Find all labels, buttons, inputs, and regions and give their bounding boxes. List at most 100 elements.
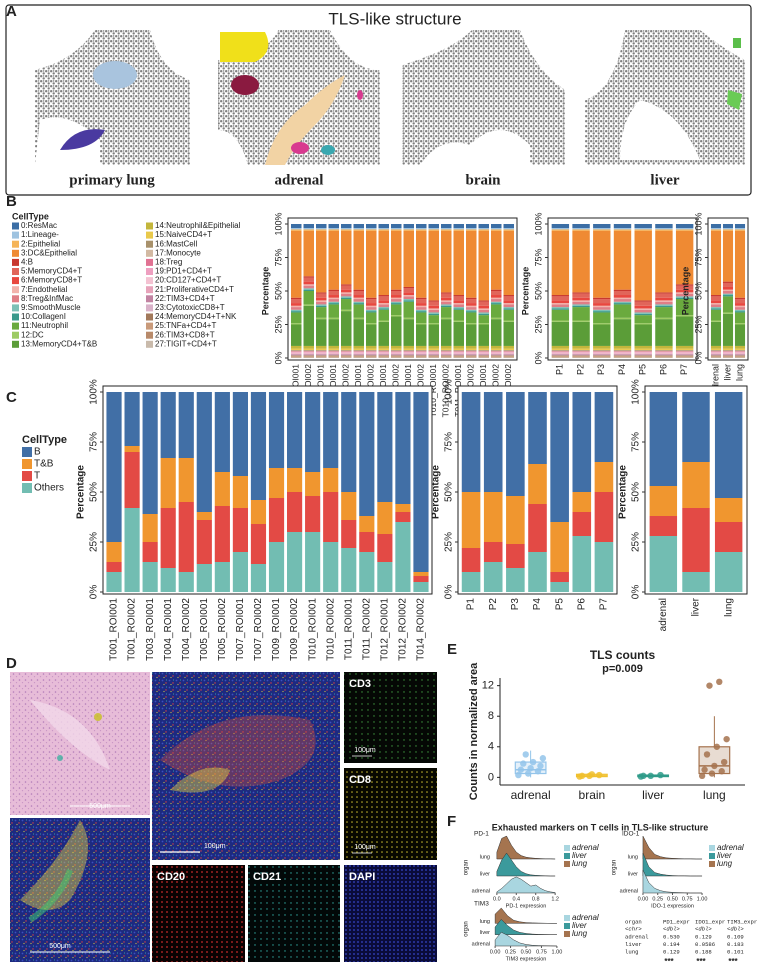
y-tick-label: 25% bbox=[89, 532, 100, 552]
bar-segment bbox=[503, 356, 514, 358]
x-tick-label: T001_ROI001 bbox=[109, 598, 120, 661]
x-tick-label: lung bbox=[723, 598, 734, 617]
table-stars: *** bbox=[696, 957, 706, 966]
x-axis-label: TIM3 expression bbox=[506, 956, 547, 962]
bar-segment bbox=[391, 355, 402, 356]
bar-segment bbox=[491, 353, 502, 354]
bar-segment bbox=[572, 320, 590, 322]
y-tick-label: 100% bbox=[631, 379, 642, 405]
bar-segment bbox=[613, 224, 632, 229]
bar-segment bbox=[378, 321, 389, 346]
y-tick-label: 75% bbox=[273, 248, 283, 266]
bar-segment bbox=[366, 311, 377, 313]
bar-segment bbox=[428, 357, 439, 358]
bar-segment bbox=[734, 357, 746, 358]
bar-segment bbox=[613, 351, 632, 352]
bar-segment bbox=[291, 354, 302, 356]
bar-segment bbox=[572, 351, 590, 353]
bar-segment bbox=[303, 353, 314, 355]
bar-segment bbox=[303, 277, 314, 282]
y-tick-label: 25% bbox=[273, 315, 283, 333]
bar-segment bbox=[291, 307, 302, 310]
bar-segment bbox=[710, 351, 722, 353]
density bbox=[642, 852, 703, 877]
bar-segment bbox=[413, 392, 429, 572]
legend-swatch bbox=[709, 861, 715, 867]
bar-segment bbox=[328, 353, 339, 355]
bar-segment bbox=[478, 350, 489, 352]
bar-segment bbox=[287, 492, 303, 532]
table-cell: 0.530 bbox=[663, 933, 680, 940]
y-tick-label: 4 bbox=[488, 741, 494, 753]
bar-segment bbox=[710, 351, 722, 352]
bar-segment bbox=[466, 352, 477, 354]
bar-segment bbox=[655, 297, 673, 301]
bar-segment bbox=[734, 305, 746, 308]
bar-segment bbox=[634, 230, 652, 301]
bar-segment bbox=[572, 355, 590, 357]
bar-segment bbox=[478, 357, 489, 358]
table-cell: 0.109 bbox=[727, 933, 744, 940]
bar-segment bbox=[316, 353, 327, 355]
bar-segment bbox=[441, 348, 452, 350]
y-tick-label: liver bbox=[480, 930, 490, 936]
bar-segment bbox=[655, 349, 673, 351]
bar-segment bbox=[305, 392, 321, 472]
bar-segment bbox=[303, 284, 314, 286]
bar-segment bbox=[675, 345, 694, 349]
bar-segment bbox=[655, 301, 673, 305]
bar-segment bbox=[391, 351, 402, 352]
legend-swatch bbox=[564, 915, 570, 921]
bar-segment bbox=[428, 355, 439, 357]
bar-segment bbox=[503, 295, 514, 297]
bar-segment bbox=[378, 308, 389, 310]
x-tick-label: lung bbox=[703, 788, 726, 802]
bar-segment bbox=[634, 352, 652, 354]
bar-segment bbox=[353, 354, 364, 356]
legend-label: liver bbox=[572, 851, 587, 860]
bar-segment bbox=[366, 357, 377, 358]
legend-swatch bbox=[564, 853, 570, 859]
bar-segment bbox=[416, 323, 427, 325]
point bbox=[701, 766, 708, 773]
bar-segment bbox=[441, 300, 452, 302]
bar-segment bbox=[503, 348, 514, 350]
bar-segment bbox=[478, 224, 489, 229]
bar-segment bbox=[453, 321, 464, 346]
bar-segment bbox=[232, 508, 248, 552]
x-tick-label: T011_ROI001 bbox=[343, 598, 354, 661]
bar-segment bbox=[466, 349, 477, 351]
bar-segment bbox=[503, 321, 514, 346]
legend-label: 9:SmoothMuscle bbox=[21, 303, 81, 312]
bar-segment bbox=[503, 307, 514, 309]
point bbox=[515, 771, 522, 779]
bar-segment bbox=[328, 357, 339, 358]
bar-segment bbox=[353, 289, 364, 291]
bar-segment bbox=[378, 296, 389, 301]
point bbox=[703, 751, 711, 758]
bar-segment bbox=[291, 309, 302, 312]
bar-segment bbox=[268, 392, 285, 468]
bar-segment bbox=[734, 348, 746, 350]
density bbox=[494, 931, 557, 947]
bar-segment bbox=[466, 348, 477, 350]
bar-segment bbox=[366, 351, 377, 353]
bar-segment bbox=[466, 305, 477, 308]
legend-swatch bbox=[12, 331, 19, 339]
density bbox=[642, 835, 703, 860]
scale-label: 500μm bbox=[89, 803, 111, 810]
bar-segment bbox=[491, 224, 502, 229]
bar-segment bbox=[316, 355, 327, 357]
bar-segment bbox=[416, 312, 427, 324]
bar-segment bbox=[341, 355, 352, 356]
bar-segment bbox=[453, 350, 464, 352]
x-tick-label: P3 bbox=[510, 598, 521, 611]
x-tick-label: T007_ROI002 bbox=[253, 598, 264, 661]
bar-segment bbox=[453, 304, 464, 308]
x-tick-label: P5 bbox=[638, 364, 648, 375]
bar-segment bbox=[655, 351, 673, 353]
bar-segment bbox=[478, 348, 489, 350]
bar-segment bbox=[594, 492, 614, 542]
bar-segment bbox=[461, 492, 481, 548]
bar-segment bbox=[323, 392, 339, 468]
